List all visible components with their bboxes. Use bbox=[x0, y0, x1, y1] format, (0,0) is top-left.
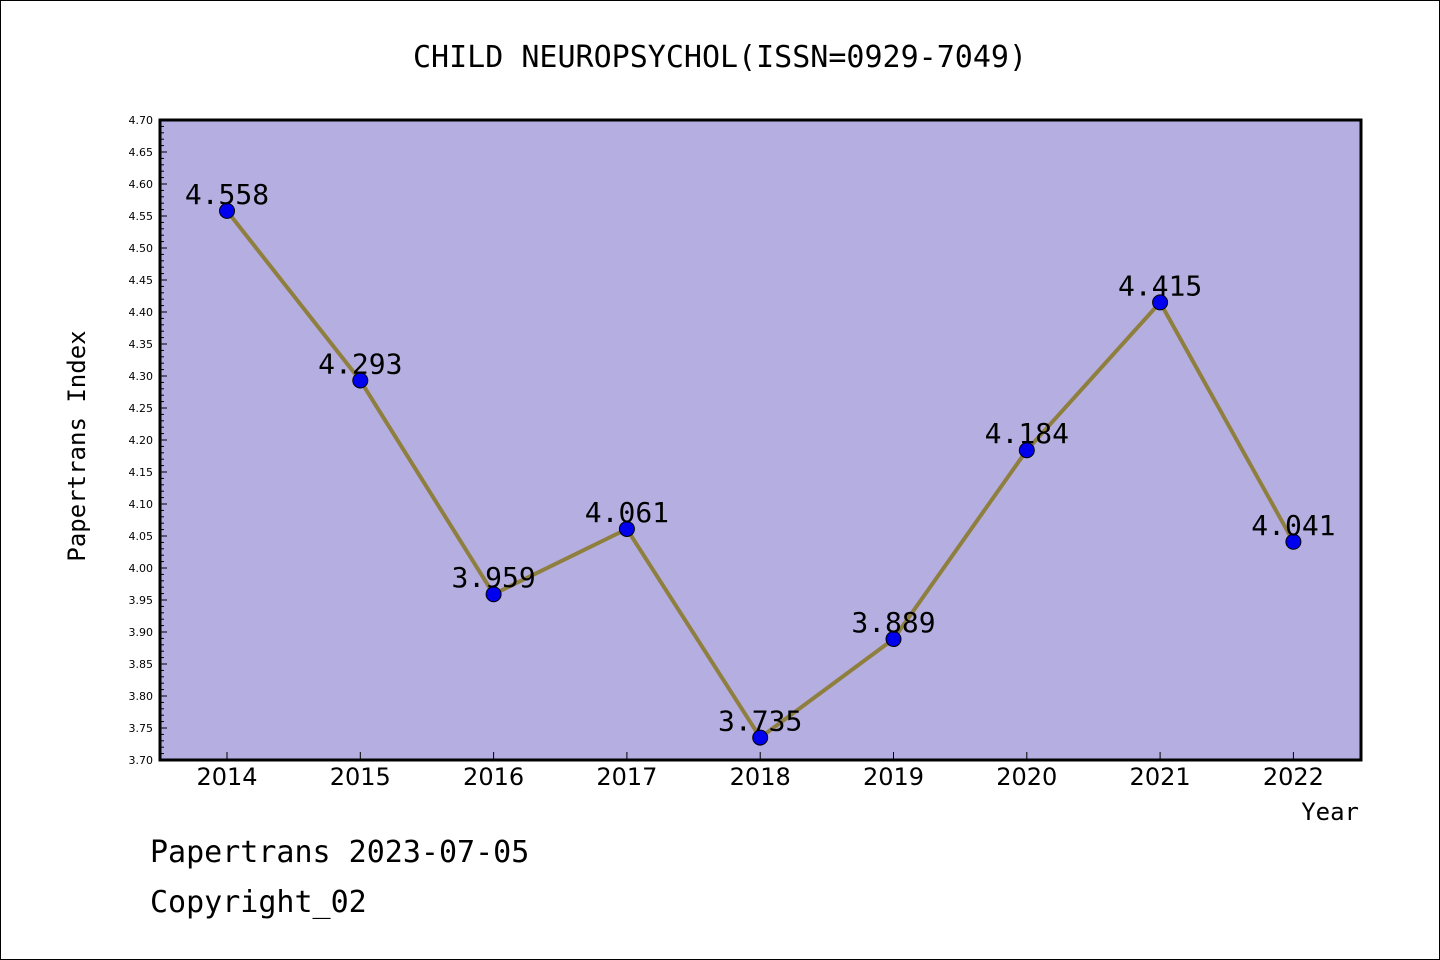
data-label-2020: 4.184 bbox=[985, 417, 1069, 450]
x-tick-label: 2021 bbox=[1130, 763, 1191, 791]
data-label-2015: 4.293 bbox=[318, 347, 402, 380]
footer-copyright: Copyright_02 bbox=[150, 885, 367, 920]
data-point-2020 bbox=[1018, 442, 1035, 459]
y-tick-label: 3.85 bbox=[129, 658, 154, 671]
series-papertrans-index bbox=[219, 202, 1302, 746]
x-axis-label: Year bbox=[1301, 798, 1359, 826]
y-axis: 3.70 3.75 3.80 3.85 3.90 3.95 4.00 4.05 4.10 4.15… bbox=[129, 114, 167, 767]
footer-date: Papertrans 2023-07-05 bbox=[150, 835, 530, 870]
y-tick-label: 4.45 bbox=[129, 274, 154, 287]
y-tick-label: 4.60 bbox=[129, 178, 154, 191]
y-tick-label: 3.70 bbox=[129, 754, 154, 767]
y-axis-label: Papertrans Index bbox=[63, 330, 91, 561]
data-point-2016 bbox=[485, 586, 502, 603]
data-label-2018: 3.735 bbox=[718, 705, 802, 738]
chart-title: CHILD NEUROPSYCHOL(ISSN=0929-7049) bbox=[413, 40, 1027, 75]
data-point-2022 bbox=[1285, 533, 1302, 550]
y-tick-label: 4.05 bbox=[129, 530, 154, 543]
x-tick-label: 2018 bbox=[730, 763, 791, 791]
y-tick-label: 4.00 bbox=[129, 562, 154, 575]
plot-area bbox=[158, 118, 1363, 762]
x-tick-label: 2015 bbox=[330, 763, 391, 791]
x-tick-label: 2014 bbox=[196, 763, 257, 791]
y-tick-label: 4.50 bbox=[129, 242, 154, 255]
y-tick-label: 3.95 bbox=[129, 594, 154, 607]
data-point-2018 bbox=[752, 729, 769, 746]
x-tick-label: 2019 bbox=[863, 763, 924, 791]
y-tick-label: 4.35 bbox=[129, 338, 154, 351]
x-axis: 2014 2015 2016 2017 2018 2019 2020 2021 2022 bbox=[196, 752, 1324, 791]
data-label-2019: 3.889 bbox=[851, 606, 935, 639]
y-tick-label: 3.90 bbox=[129, 626, 154, 639]
data-point-2014 bbox=[219, 202, 235, 219]
data-point-2017 bbox=[618, 520, 635, 537]
data-point-2019 bbox=[885, 631, 902, 648]
data-point-2021 bbox=[1152, 294, 1169, 311]
data-labels: 4.558 4.293 3.959 4.061 3.735 3.889 4.184 4.415… bbox=[185, 178, 1336, 738]
y-tick-label: 4.10 bbox=[129, 498, 154, 511]
y-tick-label: 4.70 bbox=[129, 114, 154, 127]
data-label-2016: 3.959 bbox=[451, 561, 535, 594]
y-tick-label: 4.25 bbox=[129, 402, 154, 415]
data-point-2015 bbox=[352, 372, 369, 389]
data-label-2022: 4.041 bbox=[1251, 509, 1335, 542]
x-tick-label: 2022 bbox=[1263, 763, 1324, 791]
data-label-2021: 4.415 bbox=[1118, 269, 1202, 302]
y-tick-label: 4.15 bbox=[129, 466, 154, 479]
y-tick-label: 4.20 bbox=[129, 434, 154, 447]
y-tick-label: 3.75 bbox=[129, 722, 154, 735]
x-tick-label: 2020 bbox=[996, 763, 1057, 791]
x-tick-label: 2016 bbox=[463, 763, 524, 791]
data-label-2014: 4.558 bbox=[185, 178, 269, 211]
y-tick-label: 4.30 bbox=[129, 370, 154, 383]
y-tick-label: 3.80 bbox=[129, 690, 154, 703]
x-tick-label: 2017 bbox=[596, 763, 657, 791]
y-tick-label: 4.55 bbox=[129, 210, 154, 223]
y-tick-label: 4.65 bbox=[129, 146, 154, 159]
data-label-2017: 4.061 bbox=[585, 496, 669, 529]
y-tick-label: 4.40 bbox=[129, 306, 154, 319]
